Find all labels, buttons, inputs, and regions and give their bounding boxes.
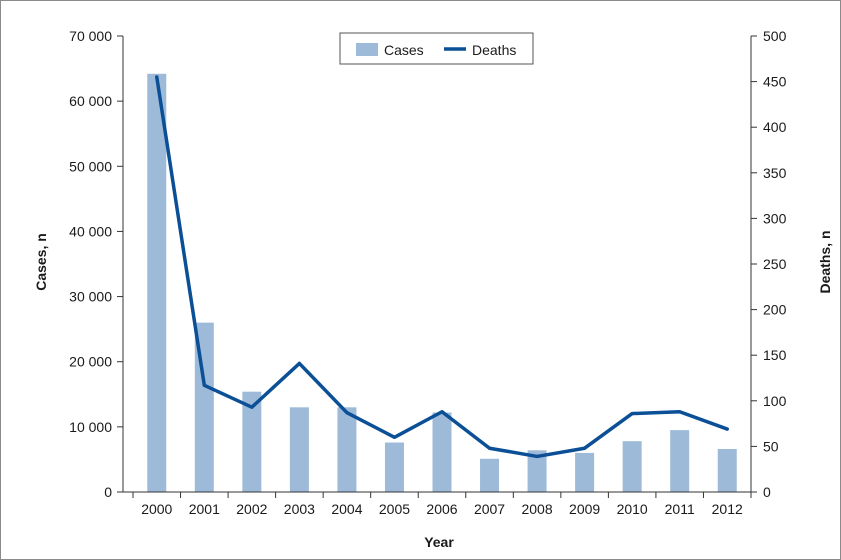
x-tick-label: 2001 (189, 501, 220, 517)
deaths-point-2008 (535, 454, 539, 458)
right-tick-label: 150 (763, 347, 787, 363)
x-tick-label: 2008 (521, 501, 552, 517)
right-tick-label: 50 (763, 438, 779, 454)
right-tick-label: 400 (763, 119, 787, 135)
deaths-point-2011 (678, 410, 682, 414)
right-tick-label: 300 (763, 210, 787, 226)
bar-cases-2010 (622, 441, 642, 492)
bar-cases-2008 (527, 450, 547, 492)
deaths-point-2005 (392, 435, 396, 439)
x-tick-label: 2006 (426, 501, 457, 517)
deaths-line (155, 75, 729, 459)
left-tick-label: 60 000 (69, 93, 112, 109)
right-tick-label: 250 (763, 256, 787, 272)
bar-cases-2006 (432, 412, 452, 492)
deaths-point-2002 (250, 405, 254, 409)
left-tick-label: 50 000 (69, 158, 112, 174)
x-tick-label: 2011 (665, 501, 695, 517)
x-tick-label: 2004 (331, 501, 362, 517)
x-tick-label: 2007 (474, 501, 505, 517)
x-tick-label: 2010 (617, 501, 648, 517)
legend-cases-label: Cases (384, 42, 424, 58)
left-tick-label: 0 (104, 484, 112, 500)
deaths-point-2007 (488, 446, 492, 450)
right-tick-label: 100 (763, 393, 787, 409)
bar-cases-2012 (717, 449, 737, 492)
deaths-point-2009 (583, 446, 587, 450)
right-tick-label: 450 (763, 74, 787, 90)
bar-cases-2004 (337, 407, 357, 492)
right-tick-label: 500 (763, 28, 787, 44)
deaths-point-2012 (725, 427, 729, 431)
legend-cases-swatch (356, 43, 378, 56)
deaths-point-2010 (630, 412, 634, 416)
deaths-point-2006 (440, 410, 444, 414)
deaths-point-2001 (202, 383, 206, 387)
bar-cases-2011 (670, 430, 690, 492)
x-tick-label: 2009 (569, 501, 600, 517)
left-tick-label: 10 000 (69, 419, 112, 435)
deaths-point-2000 (155, 75, 159, 79)
deaths-point-2003 (297, 361, 301, 365)
bar-cases-2007 (480, 458, 500, 492)
legend: Cases Deaths (339, 32, 534, 65)
x-tick-label: 2003 (284, 501, 315, 517)
left-tick-label: 30 000 (69, 289, 112, 305)
deaths-point-2004 (345, 411, 349, 415)
x-tick-label: 2005 (379, 501, 410, 517)
right-tick-label: 200 (763, 302, 787, 318)
x-axis-title: Year (424, 534, 454, 550)
right-axis-title: Deaths, n (817, 230, 833, 293)
bar-cases-2009 (575, 452, 595, 492)
bars-layer (147, 73, 737, 492)
axes-layer: 0 10 000 20 000 30 000 40 000 50 000 60 000 70 … (69, 28, 786, 517)
right-tick-label: 350 (763, 165, 787, 181)
deaths-line-layer (155, 75, 729, 459)
right-tick-label: 0 (763, 484, 771, 500)
left-tick-label: 70 000 (69, 28, 112, 44)
x-tick-label: 2012 (712, 501, 743, 517)
x-tick-label: 2000 (141, 501, 172, 517)
bar-cases-2002 (242, 391, 262, 492)
left-tick-label: 40 000 (69, 223, 112, 239)
bar-cases-2005 (384, 442, 404, 492)
x-tick-label: 2002 (236, 501, 267, 517)
bar-cases-2000 (147, 73, 167, 492)
left-tick-label: 20 000 (69, 354, 112, 370)
left-axis-title: Cases, n (33, 233, 49, 291)
bar-cases-2003 (289, 407, 309, 492)
legend-deaths-label: Deaths (472, 42, 516, 58)
